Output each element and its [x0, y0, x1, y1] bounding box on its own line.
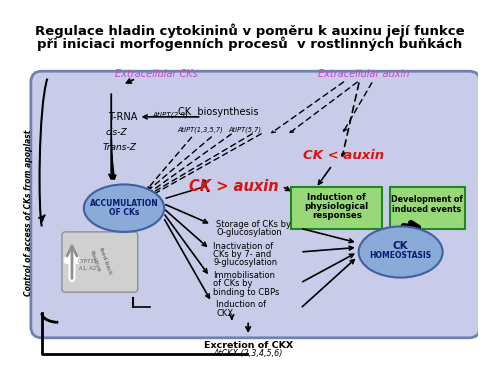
Text: O-glucosylation: O-glucosylation — [216, 228, 282, 237]
FancyBboxPatch shape — [390, 187, 464, 229]
Text: A1, A2: A1, A2 — [79, 266, 96, 271]
Text: AtCKX (2,3,4,5,6): AtCKX (2,3,4,5,6) — [214, 349, 283, 358]
Text: Induction of: Induction of — [216, 301, 266, 310]
Text: 9-glucosylation: 9-glucosylation — [214, 259, 278, 268]
Text: physiological: physiological — [304, 202, 369, 211]
Ellipse shape — [358, 226, 442, 277]
Text: Control of access of CKs from apoplast: Control of access of CKs from apoplast — [24, 130, 32, 296]
Text: při iniciaci morfogenních procesů  v rostlinných buňkách: při iniciaci morfogenních procesů v rost… — [38, 37, 463, 51]
Text: ACCUMULATION: ACCUMULATION — [90, 199, 158, 208]
Text: Extracellular auxin: Extracellular auxin — [318, 69, 410, 79]
Text: HOMEOSTASIS: HOMEOSTASIS — [370, 251, 432, 260]
Text: CK: CK — [393, 241, 408, 251]
Text: Development of: Development of — [391, 195, 463, 203]
Text: AtIPT(2,9): AtIPT(2,9) — [152, 112, 188, 118]
Text: induced events: induced events — [392, 206, 462, 214]
Text: CKs by 7- and: CKs by 7- and — [214, 250, 272, 259]
Text: CYP735: CYP735 — [78, 259, 98, 263]
FancyBboxPatch shape — [62, 232, 138, 292]
Text: Immobilisation: Immobilisation — [214, 271, 276, 280]
Text: Extracellular CKs: Extracellular CKs — [116, 69, 198, 79]
Text: CK > auxin: CK > auxin — [189, 179, 278, 194]
FancyBboxPatch shape — [31, 71, 480, 338]
Text: cis-Z: cis-Z — [106, 128, 128, 137]
Text: Induction of: Induction of — [308, 193, 366, 202]
Text: responses: responses — [312, 211, 362, 220]
Text: Excretion of CKX: Excretion of CKX — [204, 341, 293, 350]
Ellipse shape — [84, 184, 164, 232]
Text: CKX: CKX — [216, 309, 234, 318]
FancyBboxPatch shape — [291, 187, 382, 229]
Text: CK < auxin: CK < auxin — [302, 149, 384, 162]
Text: of CKs by: of CKs by — [214, 279, 253, 288]
Text: CK  biosynthesis: CK biosynthesis — [178, 107, 258, 117]
Text: Regulace hladin cytokininů v poměru k auxinu její funkce: Regulace hladin cytokininů v poměru k au… — [35, 24, 465, 38]
Text: Trans-Z: Trans-Z — [103, 143, 137, 152]
Text: AtIPT(1,3,5,7): AtIPT(1,3,5,7) — [178, 126, 224, 133]
Text: AtIPT(5,7): AtIPT(5,7) — [228, 126, 261, 133]
Text: T-RNA: T-RNA — [108, 112, 138, 122]
Text: binding to CBPs: binding to CBPs — [214, 288, 280, 297]
Text: Inactivation of: Inactivation of — [214, 242, 274, 251]
Text: Storage of CKs by: Storage of CKs by — [216, 220, 291, 229]
Text: Positive: Positive — [88, 249, 101, 273]
Text: OF CKs: OF CKs — [109, 208, 139, 217]
Text: feed-back: feed-back — [98, 246, 113, 276]
